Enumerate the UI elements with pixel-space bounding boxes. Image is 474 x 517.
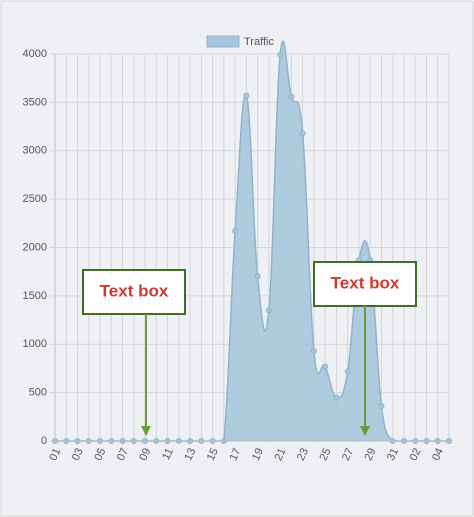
annotation-arrowhead xyxy=(141,426,151,436)
point xyxy=(378,403,385,410)
point xyxy=(322,363,329,370)
x-tick-label: 09 xyxy=(137,446,153,462)
point xyxy=(243,92,250,99)
point xyxy=(265,307,272,314)
x-tick-label: 21 xyxy=(272,446,288,462)
annotation-arrowhead xyxy=(360,426,370,436)
y-tick-label: 500 xyxy=(29,387,47,399)
point xyxy=(254,273,261,280)
point xyxy=(299,130,306,137)
x-tick-label: 02 xyxy=(408,446,424,462)
y-tick-label: 3500 xyxy=(23,96,47,108)
legend-swatch xyxy=(206,35,240,48)
point xyxy=(333,394,340,401)
point xyxy=(277,51,284,58)
point xyxy=(288,93,295,100)
x-tick-label: 15 xyxy=(205,446,221,462)
annotation-text: Text box xyxy=(331,273,400,292)
x-tick-label: 17 xyxy=(227,446,243,462)
x-tick-label: 27 xyxy=(340,446,356,462)
x-tick-label: 01 xyxy=(47,446,63,462)
annotation-box xyxy=(82,269,186,315)
x-tick-label: 19 xyxy=(250,446,266,462)
y-tick-label: 4000 xyxy=(23,48,47,60)
x-tick-label: 11 xyxy=(160,446,176,461)
point xyxy=(344,368,351,375)
area xyxy=(55,41,449,442)
x-tick-label: 03 xyxy=(70,446,86,462)
y-tick-label: 2000 xyxy=(23,241,47,253)
point xyxy=(232,228,239,235)
legend-label: Traffic xyxy=(244,36,274,48)
x-tick-label: 31 xyxy=(385,446,401,462)
x-tick-label: 05 xyxy=(92,446,108,462)
x-tick-label: 25 xyxy=(317,446,333,462)
y-tick-label: 2500 xyxy=(23,193,47,205)
x-tick-label: 07 xyxy=(115,446,131,462)
y-tick-label: 1000 xyxy=(23,338,47,350)
x-tick-label: 04 xyxy=(430,446,446,462)
y-tick-label: 3000 xyxy=(23,145,47,157)
annotation-text: Text box xyxy=(100,281,169,300)
x-tick-label: 29 xyxy=(363,446,379,462)
y-tick-label: 0 xyxy=(41,435,47,447)
x-tick-label: 23 xyxy=(295,446,311,462)
y-tick-label: 1500 xyxy=(23,290,47,302)
x-tick-label: 13 xyxy=(182,446,198,462)
point xyxy=(310,348,317,355)
